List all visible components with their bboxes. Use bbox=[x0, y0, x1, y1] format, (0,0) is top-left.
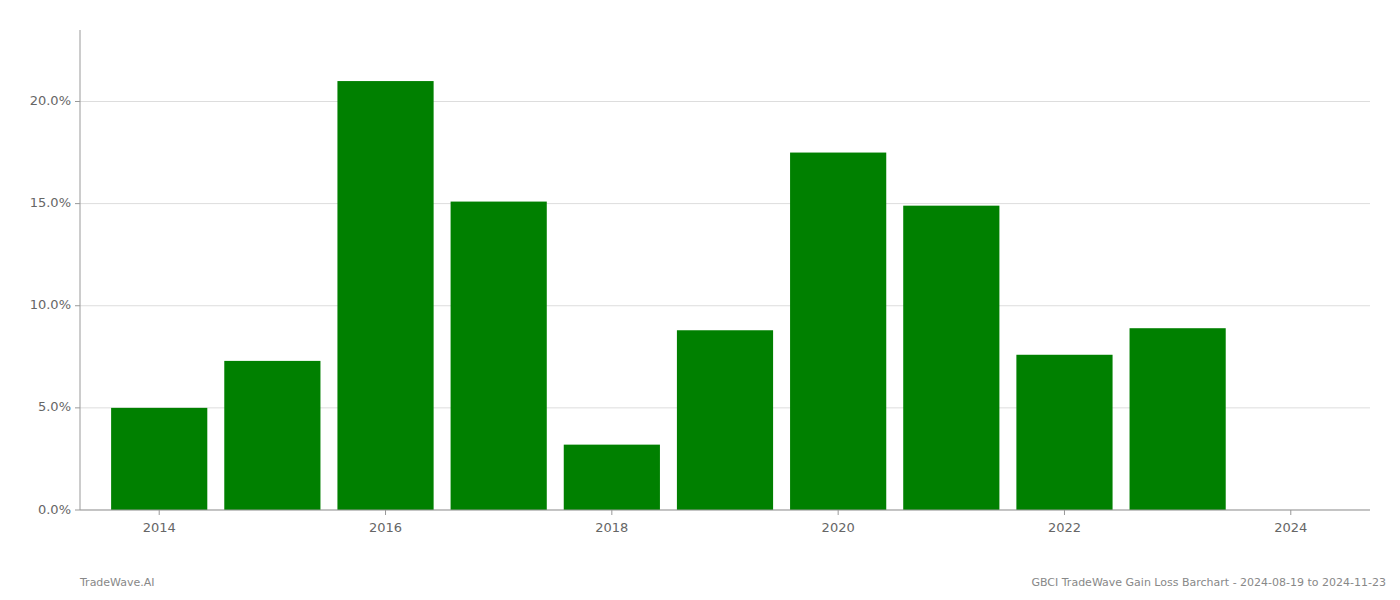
bar bbox=[337, 81, 433, 510]
grid bbox=[80, 101, 1370, 510]
bar bbox=[1016, 355, 1112, 510]
y-tick bbox=[75, 305, 80, 306]
y-tick-label: 20.0% bbox=[30, 93, 71, 108]
y-axis-line bbox=[80, 30, 81, 510]
bars bbox=[111, 81, 1226, 510]
y-tick-label: 0.0% bbox=[38, 502, 71, 517]
y-tick bbox=[75, 203, 80, 204]
bar bbox=[677, 330, 773, 510]
x-tick-label: 2024 bbox=[1274, 520, 1307, 535]
x-tick bbox=[1290, 510, 1291, 515]
x-tick bbox=[838, 510, 839, 515]
x-axis-line bbox=[80, 510, 1370, 511]
footer-text: GBCI TradeWave Gain Loss Barchart - 2024… bbox=[1031, 576, 1386, 589]
x-tick bbox=[1064, 510, 1065, 515]
y-tick-label: 15.0% bbox=[30, 195, 71, 210]
x-tick-label: 2016 bbox=[369, 520, 402, 535]
x-tick-label: 2018 bbox=[595, 520, 628, 535]
y-tick bbox=[75, 510, 80, 511]
y-tick bbox=[75, 101, 80, 102]
grid-line bbox=[80, 510, 1370, 511]
grid-line bbox=[80, 101, 1370, 102]
axes: 0.0% 5.0% 10.0% 15.0% 20.0% 2014 2016 2018 2020 2… bbox=[30, 30, 1370, 535]
x-tick-label: 2020 bbox=[822, 520, 855, 535]
x-tick bbox=[385, 510, 386, 515]
bar bbox=[903, 206, 999, 510]
x-tick bbox=[611, 510, 612, 515]
x-tick bbox=[159, 510, 160, 515]
footer: TradeWave.AI GBCI TradeWave Gain Loss Bar… bbox=[79, 576, 1386, 589]
chart: 0.0% 5.0% 10.0% 15.0% 20.0% 2014 2016 2018 2020 2… bbox=[0, 0, 1400, 600]
chart-container: 0.0% 5.0% 10.0% 15.0% 20.0% 2014 2016 2018 2020 2… bbox=[0, 0, 1400, 600]
y-tick-label: 5.0% bbox=[38, 399, 71, 414]
bar bbox=[111, 408, 207, 510]
bar bbox=[1130, 328, 1226, 510]
grid-line bbox=[80, 305, 1370, 306]
x-tick-label: 2014 bbox=[143, 520, 176, 535]
footer-text: TradeWave.AI bbox=[79, 576, 155, 589]
y-tick-label: 10.0% bbox=[30, 297, 71, 312]
bar bbox=[564, 445, 660, 510]
bar bbox=[224, 361, 320, 510]
bar bbox=[790, 153, 886, 510]
x-tick-label: 2022 bbox=[1048, 520, 1081, 535]
bar bbox=[451, 202, 547, 510]
grid-line bbox=[80, 203, 1370, 204]
y-tick bbox=[75, 407, 80, 408]
